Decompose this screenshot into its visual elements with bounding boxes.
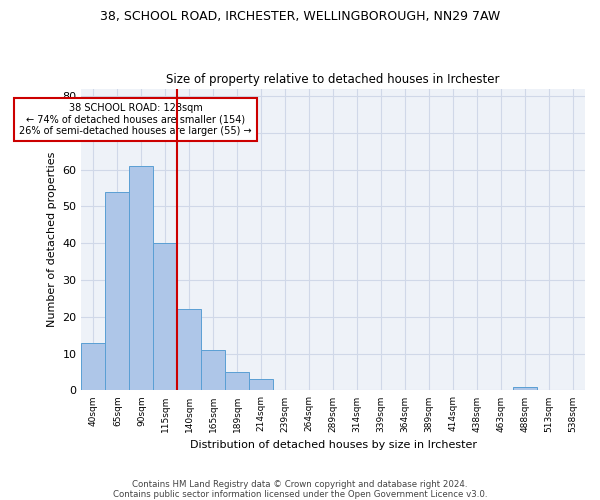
Title: Size of property relative to detached houses in Irchester: Size of property relative to detached ho… — [166, 73, 500, 86]
Text: 38 SCHOOL ROAD: 128sqm
← 74% of detached houses are smaller (154)
26% of semi-de: 38 SCHOOL ROAD: 128sqm ← 74% of detached… — [19, 104, 252, 136]
Bar — [513, 386, 537, 390]
Text: Contains HM Land Registry data © Crown copyright and database right 2024.
Contai: Contains HM Land Registry data © Crown c… — [113, 480, 487, 499]
Bar — [106, 192, 130, 390]
Bar — [130, 166, 154, 390]
Bar — [250, 380, 274, 390]
Y-axis label: Number of detached properties: Number of detached properties — [47, 152, 57, 327]
Bar — [226, 372, 250, 390]
Bar — [154, 243, 178, 390]
Text: 38, SCHOOL ROAD, IRCHESTER, WELLINGBOROUGH, NN29 7AW: 38, SCHOOL ROAD, IRCHESTER, WELLINGBOROU… — [100, 10, 500, 23]
Bar — [82, 342, 106, 390]
Bar — [202, 350, 226, 391]
Bar — [178, 310, 202, 390]
X-axis label: Distribution of detached houses by size in Irchester: Distribution of detached houses by size … — [190, 440, 477, 450]
